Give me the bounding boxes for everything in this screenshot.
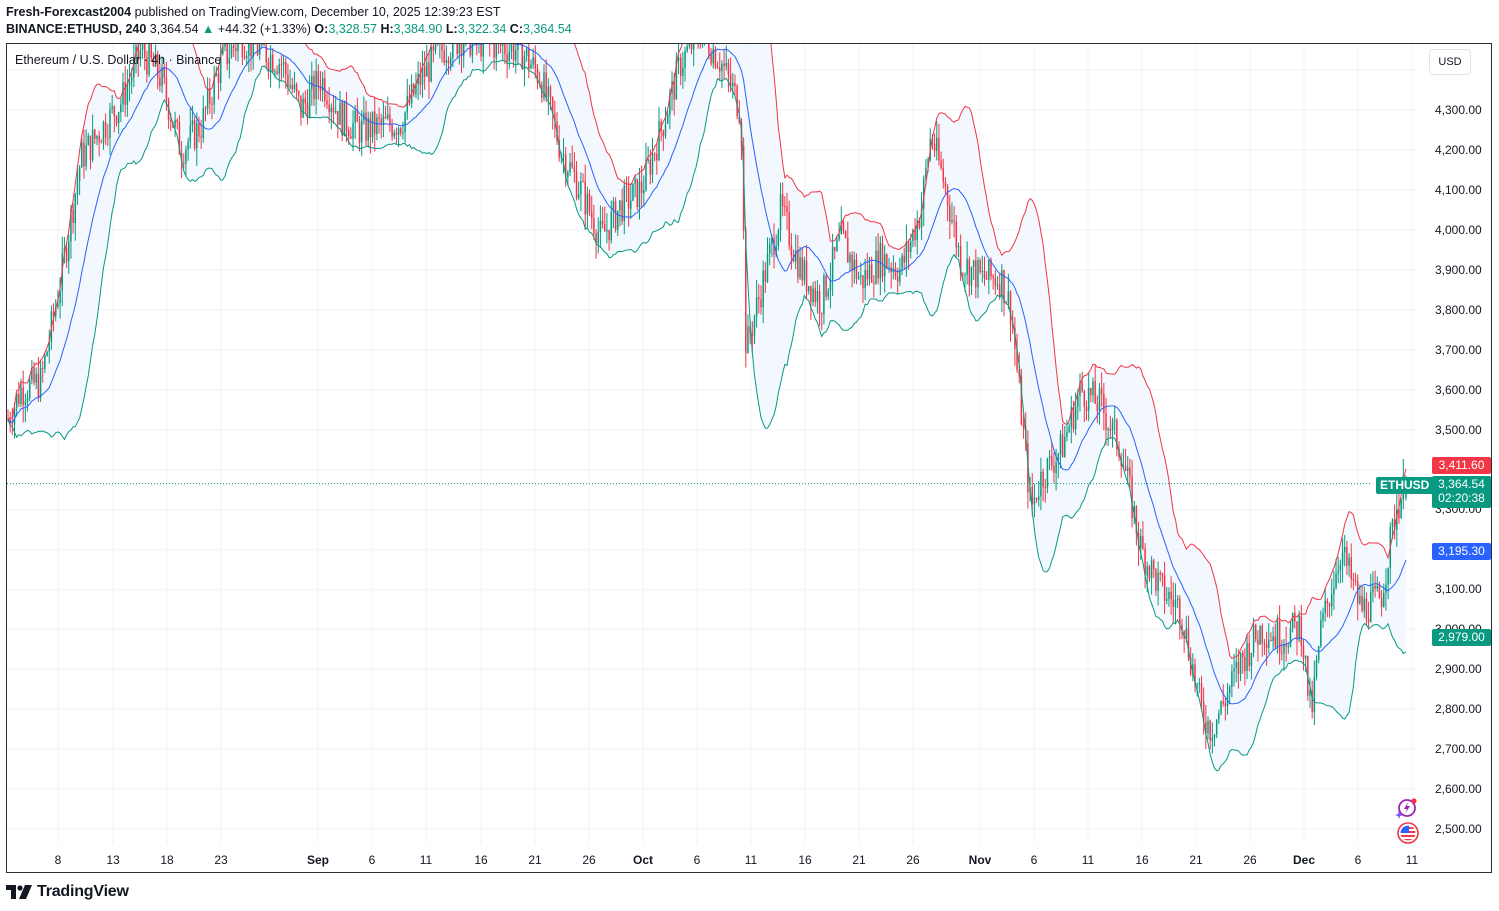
- time-tick: 16: [474, 853, 488, 867]
- time-tick: 16: [1135, 853, 1149, 867]
- chart-legend[interactable]: Ethereum / U.S. Dollar · 4h · Binance: [15, 53, 222, 67]
- price-tick: 3,900.00: [1435, 262, 1482, 277]
- tradingview-logo-icon: [6, 885, 32, 899]
- bb-upper-line: [7, 44, 1407, 660]
- published-text: published on TradingView.com, December 1…: [134, 5, 501, 19]
- bb-fill: [8, 44, 1406, 771]
- up-arrow-icon: ▲: [201, 22, 215, 36]
- price-tick: 3,700.00: [1435, 342, 1482, 357]
- price-tick: 4,200.00: [1435, 142, 1482, 157]
- open-value: 3,328.57: [328, 22, 377, 36]
- time-tick: 26: [906, 853, 920, 867]
- price-tick: 2,700.00: [1435, 742, 1482, 757]
- time-tick: 11: [1405, 853, 1419, 867]
- close-label: C:: [509, 22, 523, 36]
- bb-upper-tag: 3,411.60: [1432, 457, 1491, 474]
- lightning-event-icon[interactable]: [1395, 797, 1417, 819]
- price-tick: 3,100.00: [1435, 582, 1482, 597]
- price-tick: 3,800.00: [1435, 302, 1482, 317]
- time-tick: 6: [1030, 853, 1038, 867]
- bb-basis-tag: 3,195.30: [1432, 543, 1491, 560]
- last-price-tag: 3,364.54 02:20:38: [1432, 476, 1491, 508]
- publish-info: Fresh-Forexcast2004 published on Trading…: [6, 5, 501, 20]
- symbol-interval: BINANCE:ETHUSD, 240: [6, 22, 147, 36]
- time-tick: 6: [693, 853, 701, 867]
- time-tick: 11: [1081, 853, 1095, 867]
- last-price: 3,364.54: [149, 22, 199, 36]
- price-chart[interactable]: [7, 44, 1492, 873]
- close-value: 3,364.54: [523, 22, 572, 36]
- time-tick: 23: [214, 853, 228, 867]
- author-name[interactable]: Fresh-Forexcast2004: [6, 5, 132, 19]
- bb-lower-line: [7, 59, 1407, 772]
- time-tick: 21: [1189, 853, 1203, 867]
- time-tick: Oct: [632, 853, 654, 867]
- high-value: 3,384.90: [393, 22, 443, 36]
- grid: [7, 44, 1419, 844]
- price-tick: 4,100.00: [1435, 182, 1482, 197]
- time-tick: 11: [419, 853, 433, 867]
- candles: [7, 44, 1407, 754]
- time-tick: 26: [1243, 853, 1257, 867]
- time-tick: 6: [368, 853, 376, 867]
- time-tick: Dec: [1292, 853, 1316, 867]
- us-flag-event-icon[interactable]: [1397, 822, 1419, 844]
- time-tick: 16: [798, 853, 812, 867]
- high-label: H:: [380, 22, 394, 36]
- bar-countdown: 02:20:38: [1438, 491, 1485, 505]
- bb-basis-line: [7, 44, 1407, 705]
- low-value: 3,322.34: [457, 22, 507, 36]
- tradingview-wordmark: TradingView: [37, 883, 129, 900]
- time-tick: 18: [160, 853, 174, 867]
- price-tick: 2,500.00: [1435, 821, 1482, 836]
- time-tick: 21: [852, 853, 866, 867]
- price-tick: 2,600.00: [1435, 782, 1482, 797]
- currency-button[interactable]: USD: [1429, 49, 1471, 75]
- low-label: L:: [445, 22, 458, 36]
- price-tick: 3,600.00: [1435, 382, 1482, 397]
- symbol-info: BINANCE:ETHUSD, 240 3,364.54 ▲ +44.32 (+…: [6, 22, 572, 37]
- time-tick: Nov: [968, 853, 992, 867]
- last-price-value: 3,364.54: [1438, 477, 1485, 491]
- time-tick: 13: [106, 853, 120, 867]
- time-tick: Sep: [306, 853, 330, 867]
- time-tick: 8: [54, 853, 62, 867]
- bb-lower-tag: 2,979.00: [1432, 629, 1491, 646]
- symbol-tag: ETHUSD: [1376, 477, 1434, 494]
- price-change: +44.32 (+1.33%): [217, 22, 311, 36]
- price-tick: 3,500.00: [1435, 422, 1482, 437]
- price-tick: 4,300.00: [1435, 103, 1482, 117]
- time-tick: 6: [1354, 853, 1362, 867]
- time-tick: 11: [744, 853, 758, 867]
- chart-pane[interactable]: Ethereum / U.S. Dollar · 4h · Binance US…: [6, 43, 1492, 873]
- price-tick: 2,800.00: [1435, 702, 1482, 717]
- open-label: O:: [314, 22, 329, 36]
- time-tick: 26: [582, 853, 596, 867]
- tradingview-logo[interactable]: TradingView: [6, 883, 129, 901]
- time-tick: 21: [528, 853, 542, 867]
- price-tick: 2,900.00: [1435, 662, 1482, 677]
- price-tick: 4,000.00: [1435, 222, 1482, 237]
